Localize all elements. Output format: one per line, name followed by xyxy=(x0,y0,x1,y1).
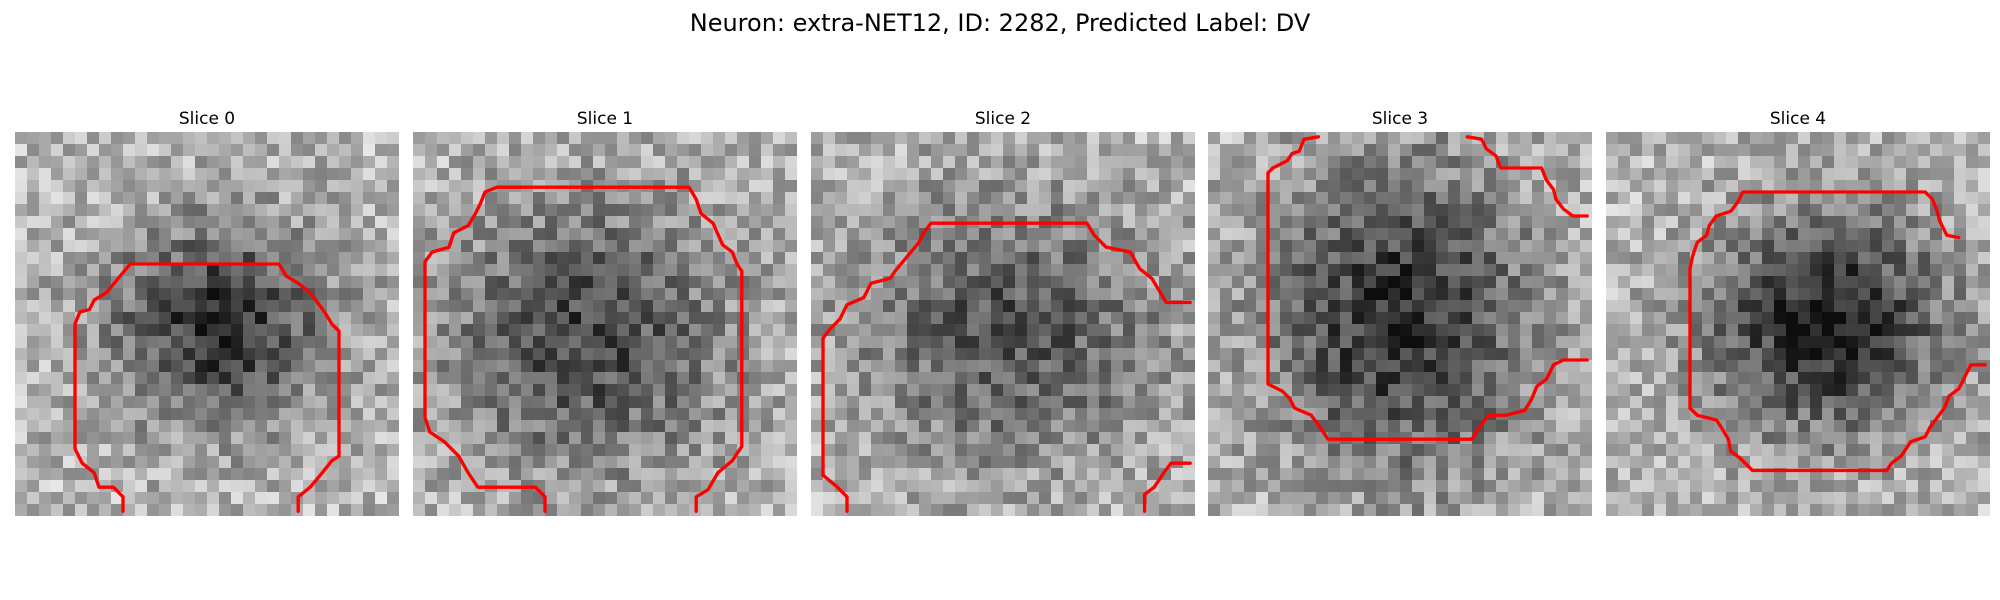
slice-panel-4: Slice 4 xyxy=(1606,108,1990,516)
slice-noise-image-1 xyxy=(413,132,797,516)
slice-image-1 xyxy=(413,132,797,516)
slice-image-3 xyxy=(1208,132,1592,516)
slice-panel-0: Slice 0 xyxy=(15,108,399,516)
contour-line-3b xyxy=(1465,135,1589,218)
contour-line-4 xyxy=(1688,190,1987,473)
slice-title-0: Slice 0 xyxy=(178,109,236,129)
slice-panel-1: Slice 1 xyxy=(413,108,797,516)
slice-image-2 xyxy=(811,132,1195,516)
slice-noise-image-4 xyxy=(1606,132,1990,516)
slice-noise-image-3 xyxy=(1208,132,1592,516)
slice-image-0 xyxy=(15,132,399,516)
slice-title-4: Slice 4 xyxy=(1769,109,1827,129)
contour-line-2 xyxy=(821,221,1192,513)
slice-title-3: Slice 3 xyxy=(1371,109,1429,129)
contour-line-3 xyxy=(1266,135,1589,441)
slice-title-2: Slice 2 xyxy=(974,109,1032,129)
contour-line-0 xyxy=(73,262,341,513)
slice-panel-3: Slice 3 xyxy=(1208,108,1592,516)
figure-title: Neuron: extra-NET12, ID: 2282, Predicted… xyxy=(689,9,1311,37)
slice-panel-2: Slice 2 xyxy=(811,108,1195,516)
slice-noise-image-2 xyxy=(811,132,1195,516)
contour-line-1 xyxy=(423,185,744,513)
contour-line-2b xyxy=(1142,461,1192,513)
slice-title-1: Slice 1 xyxy=(576,109,634,129)
slice-noise-image-0 xyxy=(15,132,399,516)
slice-image-4 xyxy=(1606,132,1990,516)
